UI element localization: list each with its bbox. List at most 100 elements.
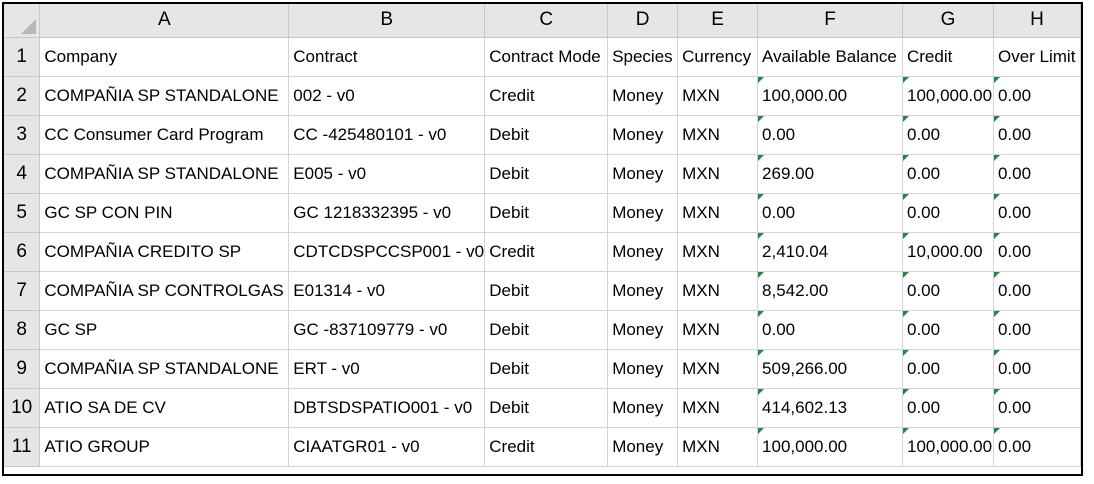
cell[interactable]: 0.00 — [902, 154, 994, 194]
cell[interactable]: CDTCDSPCCSP001 - v0 — [288, 232, 486, 272]
row-header[interactable]: 8 — [4, 310, 41, 350]
cell[interactable]: GC 1218332395 - v0 — [288, 193, 486, 233]
cell[interactable]: 100,000.00 — [757, 76, 903, 116]
cell[interactable]: 0.00 — [757, 193, 903, 233]
cell[interactable]: 8,542.00 — [757, 271, 903, 311]
cell[interactable]: 100,000.00 — [757, 427, 903, 467]
column-header-c[interactable]: C — [484, 4, 609, 38]
cell[interactable]: ATIO SA DE CV — [39, 388, 290, 428]
column-header-f[interactable]: F — [757, 4, 903, 38]
cell[interactable]: 414,602.13 — [757, 388, 903, 428]
cell[interactable]: 0.00 — [993, 193, 1081, 233]
cell[interactable]: Debit — [484, 115, 609, 155]
header-cell[interactable]: Company — [39, 37, 290, 77]
cell[interactable]: DBTSDSPATIO001 - v0 — [288, 388, 486, 428]
cell[interactable]: MXN — [677, 115, 759, 155]
cell[interactable]: GC -837109779 - v0 — [288, 310, 486, 350]
cell[interactable]: 0.00 — [993, 232, 1081, 272]
cell[interactable]: 100,000.00 — [902, 427, 994, 467]
cell[interactable]: 2,410.04 — [757, 232, 903, 272]
cell[interactable]: Money — [607, 349, 679, 389]
cell[interactable]: MXN — [677, 232, 759, 272]
cell[interactable]: Credit — [484, 427, 609, 467]
cell[interactable]: 0.00 — [993, 154, 1081, 194]
cell[interactable]: Money — [607, 388, 679, 428]
cell[interactable]: 002 - v0 — [288, 76, 486, 116]
column-header-b[interactable]: B — [288, 4, 486, 38]
cell[interactable]: 10,000.00 — [902, 232, 994, 272]
row-header[interactable]: 11 — [4, 427, 41, 467]
cell[interactable]: Money — [607, 154, 679, 194]
row-header[interactable]: 9 — [4, 349, 41, 389]
cell[interactable]: ATIO GROUP — [39, 427, 290, 467]
cell[interactable]: 0.00 — [993, 76, 1081, 116]
cell[interactable]: MXN — [677, 193, 759, 233]
cell[interactable]: COMPAÑIA SP STANDALONE — [39, 154, 290, 194]
cell[interactable]: Debit — [484, 310, 609, 350]
row-header[interactable]: 6 — [4, 232, 41, 272]
cell[interactable]: MXN — [677, 154, 759, 194]
cell[interactable]: GC SP — [39, 310, 290, 350]
cell[interactable]: COMPAÑIA CREDITO SP — [39, 232, 290, 272]
cell[interactable]: 100,000.00 — [902, 76, 994, 116]
header-cell[interactable]: Available Balance — [757, 37, 903, 77]
cell[interactable]: MXN — [677, 271, 759, 311]
row-header[interactable]: 1 — [4, 37, 41, 77]
cell[interactable]: Credit — [484, 76, 609, 116]
header-cell[interactable]: Contract Mode — [484, 37, 609, 77]
cell[interactable]: Debit — [484, 388, 609, 428]
cell[interactable]: MXN — [677, 349, 759, 389]
cell[interactable]: ERT - v0 — [288, 349, 486, 389]
cell[interactable]: 0.00 — [993, 115, 1081, 155]
select-all-corner[interactable] — [4, 4, 41, 38]
cell[interactable]: COMPAÑIA SP STANDALONE — [39, 76, 290, 116]
cell[interactable]: CC -425480101 - v0 — [288, 115, 486, 155]
cell[interactable]: 0.00 — [902, 388, 994, 428]
cell[interactable]: MXN — [677, 310, 759, 350]
cell[interactable]: 0.00 — [902, 349, 994, 389]
cell[interactable]: Credit — [484, 232, 609, 272]
cell[interactable]: 0.00 — [757, 115, 903, 155]
cell[interactable]: Money — [607, 76, 679, 116]
column-header-a[interactable]: A — [39, 4, 290, 38]
cell[interactable]: Money — [607, 427, 679, 467]
cell[interactable]: 0.00 — [993, 388, 1081, 428]
cell[interactable]: COMPAÑIA SP STANDALONE — [39, 349, 290, 389]
cell[interactable]: Money — [607, 232, 679, 272]
cell[interactable]: Debit — [484, 349, 609, 389]
header-cell[interactable]: Credit — [902, 37, 994, 77]
cell[interactable]: Debit — [484, 154, 609, 194]
row-header[interactable]: 7 — [4, 271, 41, 311]
cell[interactable]: 0.00 — [993, 310, 1081, 350]
cell[interactable]: 0.00 — [902, 115, 994, 155]
cell[interactable]: MXN — [677, 388, 759, 428]
cell[interactable]: Money — [607, 115, 679, 155]
cell[interactable]: E005 - v0 — [288, 154, 486, 194]
cell[interactable]: MXN — [677, 76, 759, 116]
header-cell[interactable]: Species — [607, 37, 679, 77]
cell[interactable]: COMPAÑIA SP CONTROLGAS — [39, 271, 290, 311]
cell[interactable]: Money — [607, 271, 679, 311]
cell[interactable]: CIAATGR01 - v0 — [288, 427, 486, 467]
cell[interactable]: Debit — [484, 271, 609, 311]
cell[interactable]: CC Consumer Card Program — [39, 115, 290, 155]
cell[interactable]: 509,266.00 — [757, 349, 903, 389]
cell[interactable]: Debit — [484, 193, 609, 233]
column-header-d[interactable]: D — [607, 4, 679, 38]
column-header-h[interactable]: H — [993, 4, 1081, 38]
row-header[interactable]: 3 — [4, 115, 41, 155]
cell[interactable]: 0.00 — [902, 310, 994, 350]
row-header[interactable]: 10 — [4, 388, 41, 428]
cell[interactable]: 0.00 — [757, 310, 903, 350]
cell[interactable]: 0.00 — [902, 193, 994, 233]
cell[interactable]: 0.00 — [993, 349, 1081, 389]
cell[interactable]: 269.00 — [757, 154, 903, 194]
cell[interactable]: GC SP CON PIN — [39, 193, 290, 233]
row-header[interactable]: 2 — [4, 76, 41, 116]
cell[interactable]: Money — [607, 310, 679, 350]
column-header-e[interactable]: E — [677, 4, 759, 38]
cell[interactable]: 0.00 — [993, 427, 1081, 467]
column-header-g[interactable]: G — [902, 4, 994, 38]
cell[interactable]: MXN — [677, 427, 759, 467]
header-cell[interactable]: Currency — [677, 37, 759, 77]
